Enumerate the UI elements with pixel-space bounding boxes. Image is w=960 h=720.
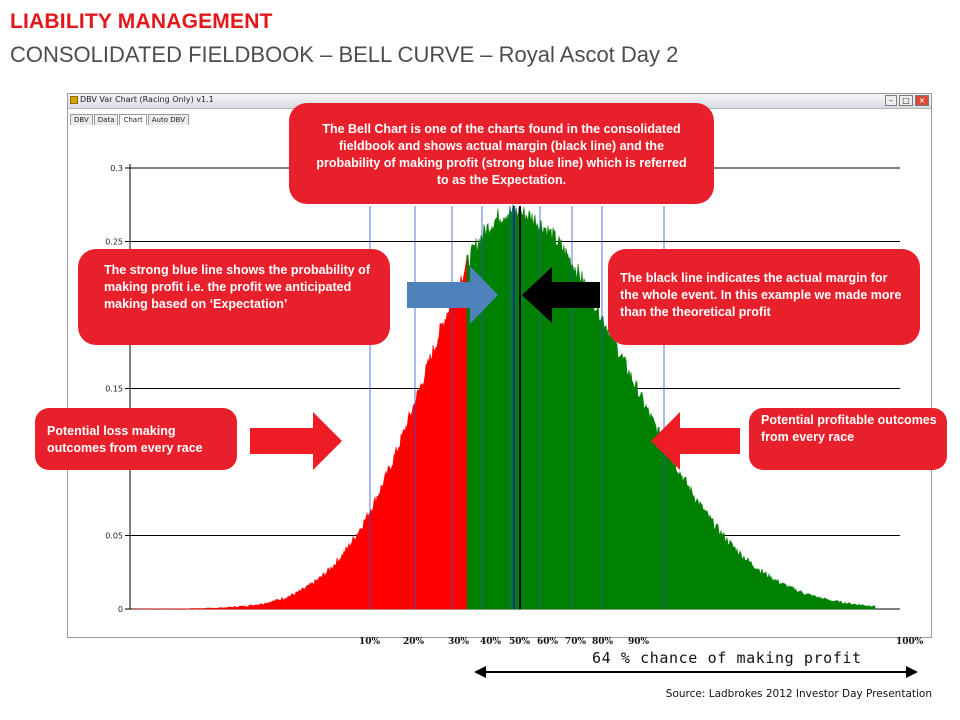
chance-of-profit-label: 64 % chance of making profit (592, 649, 862, 667)
red-arrow-left-icon (651, 412, 740, 470)
loss-area (133, 255, 468, 610)
source-note: Source: Ladbrokes 2012 Investor Day Pres… (665, 688, 932, 700)
y-tick-label: 0.05 (105, 532, 123, 541)
close-button[interactable]: × (915, 95, 929, 106)
percentile-label: 80% (592, 637, 614, 647)
blue-arrow-icon (407, 266, 498, 324)
tab-data[interactable]: Data (93, 114, 119, 125)
percentile-label: 60% (537, 637, 559, 647)
minimize-button[interactable]: – (885, 95, 897, 106)
slide-subtitle: CONSOLIDATED FIELDBOOK – BELL CURVE – Ro… (10, 42, 679, 67)
callout-blue-line: The strong blue line shows the probabili… (78, 249, 390, 345)
percentile-label: 30% (448, 637, 470, 647)
tab-dbv[interactable]: DBV (70, 114, 93, 125)
slide-title: LIABILITY MANAGEMENT (10, 10, 273, 33)
callout-bell-chart: The Bell Chart is one of the charts foun… (289, 103, 714, 204)
percentile-label: 10% (359, 637, 381, 647)
y-tick-label: 0 (118, 605, 123, 614)
window-title: DBV Var Chart (Racing Only) v1.1 (80, 95, 214, 104)
percentile-label: 50% (509, 637, 531, 647)
app-icon (70, 96, 78, 104)
y-tick-label: 0.3 (110, 164, 123, 173)
percentile-label: 70% (565, 637, 587, 647)
y-tick-label: 0.25 (105, 238, 123, 247)
callout-profit-outcomes: Potential profitable outcomes from every… (749, 408, 947, 470)
window-tabs: DBV Data Chart Auto DBV (70, 109, 190, 125)
percentile-label: 40% (480, 637, 502, 647)
red-arrow-right-icon (250, 412, 342, 470)
percentile-label: 100% (896, 637, 924, 647)
tab-chart[interactable]: Chart (119, 114, 147, 125)
percentile-label: 90% (628, 637, 650, 647)
y-tick-label: 0.15 (105, 385, 123, 394)
range-arrow-left-head (474, 666, 486, 678)
callout-black-line: The black line indicates the actual marg… (608, 249, 920, 345)
black-arrow-icon (522, 267, 600, 323)
range-arrow-right-head (906, 666, 918, 678)
callout-loss-outcomes: Potential loss making outcomes from ever… (35, 408, 237, 470)
percentile-label: 20% (403, 637, 425, 647)
tab-auto-dbv[interactable]: Auto DBV (147, 114, 189, 125)
maximize-button[interactable]: □ (899, 95, 913, 106)
